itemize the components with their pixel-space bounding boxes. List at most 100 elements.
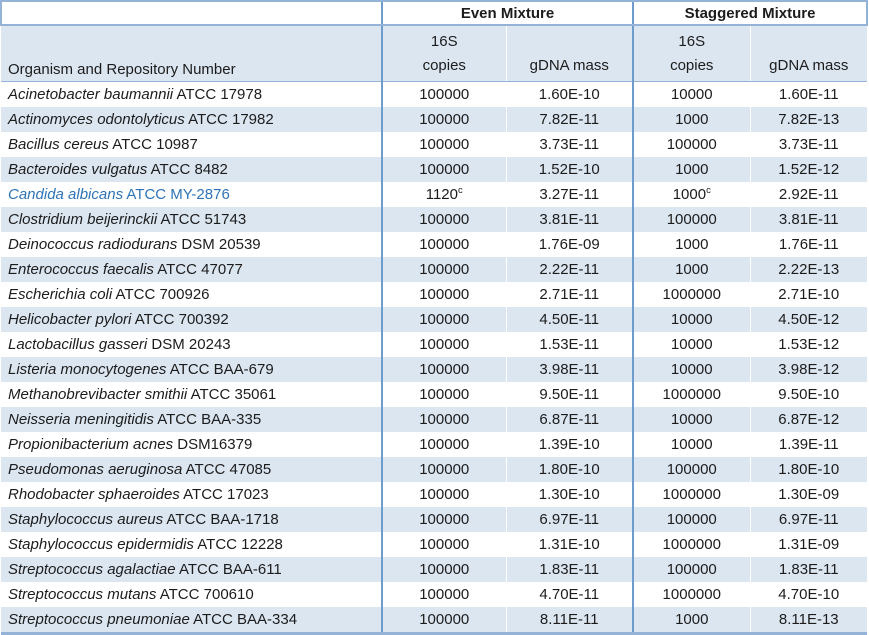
table-row: Methanobrevibacter smithii ATCC 35061 100…	[1, 382, 867, 407]
organism-name: Listeria monocytogenes	[8, 361, 167, 378]
even-copies-cell: 100000	[381, 132, 506, 157]
staggered-mass-cell: 6.97E-11	[749, 507, 867, 532]
even-copies-cell: 100000	[381, 507, 506, 532]
even-copies-cell: 100000	[381, 382, 506, 407]
table-row: Streptococcus agalactiae ATCC BAA-611 100…	[1, 557, 867, 582]
organism-cell: Methanobrevibacter smithii ATCC 35061	[8, 386, 277, 403]
table-row: Lactobacillus gasseri DSM 20243 100000 1.5…	[1, 332, 867, 357]
even-copies-cell: 100000	[381, 457, 506, 482]
even-mass-cell: 2.71E-11	[505, 282, 633, 307]
table-row: Staphylococcus aureus ATCC BAA-1718 10000…	[1, 507, 867, 532]
even-mass-cell: 1.31E-10	[505, 532, 633, 557]
table-row: Propionibacterium acnes DSM16379 100000 1.…	[1, 432, 867, 457]
even-copies-cell: 100000	[381, 482, 506, 507]
organism-cell: Bacteroides vulgatus ATCC 8482	[1, 157, 382, 182]
staggered-mass-cell: 7.82E-13	[749, 107, 867, 132]
organism-cell: Streptococcus pneumoniae ATCC BAA-334	[1, 607, 382, 635]
even-copies-cell: 100000	[381, 307, 506, 332]
footnote-marker: c	[706, 185, 711, 196]
table-row: Rhodobacter sphaeroides ATCC 17023 100000…	[1, 482, 867, 507]
organism-cell: Neisseria meningitidis ATCC BAA-335	[1, 407, 382, 432]
even-copies-cell: 100000	[381, 282, 506, 307]
organism-name: Methanobrevibacter smithii	[8, 386, 188, 403]
staggered-copies-cell: 10000	[632, 81, 750, 107]
copies-header-line1: 16S	[678, 33, 706, 50]
staggered-copies-cell: 100000	[632, 457, 750, 482]
organism-cell: Bacillus cereus ATCC 10987	[8, 136, 198, 153]
even-copies-cell: 100000	[381, 207, 506, 232]
organism-cell: Deinococcus radiodurans DSM 20539	[8, 236, 261, 253]
organism-cell: Escherichia coli ATCC 700926	[8, 286, 210, 303]
staggered-copies-cell: 1000	[632, 232, 750, 257]
even-mass-cell: 1.30E-10	[505, 482, 633, 507]
organism-name: Streptococcus agalactiae	[8, 561, 176, 578]
even-mass-cell: 3.81E-11	[505, 207, 633, 232]
even-16s-copies-header: 16S copies	[381, 25, 506, 82]
even-mass-cell: 1.80E-10	[505, 457, 633, 482]
even-mass-cell: 1.60E-10	[505, 81, 633, 107]
organism-cell: Streptococcus agalactiae ATCC BAA-611	[1, 557, 382, 582]
organism-name: Deinococcus radiodurans	[8, 236, 178, 253]
even-mass-cell: 9.50E-11	[505, 382, 633, 407]
staggered-copies-cell: 10000	[632, 407, 750, 432]
even-mass-cell: 4.50E-11	[505, 307, 633, 332]
even-mass-cell: 6.87E-11	[505, 407, 633, 432]
even-mass-cell: 6.97E-11	[505, 507, 633, 532]
staggered-mass-cell: 2.71E-10	[749, 282, 867, 307]
table-row: Neisseria meningitidis ATCC BAA-335 10000…	[1, 407, 867, 432]
even-copies-cell: 100000	[381, 157, 506, 182]
table-row: Streptococcus pneumoniae ATCC BAA-334 100…	[1, 607, 867, 635]
staggered-copies-cell: 10000	[632, 332, 750, 357]
staggered-copies-cell: 1000000	[632, 532, 750, 557]
staggered-mass-cell: 4.50E-12	[749, 307, 867, 332]
even-copies-cell: 100000	[381, 332, 506, 357]
organism-cell: Candida albicans ATCC MY-2876	[8, 186, 230, 203]
organism-cell: Lactobacillus gasseri DSM 20243	[8, 336, 231, 353]
organism-cell: Pseudomonas aeruginosa ATCC 47085	[1, 457, 382, 482]
even-copies-cell: 100000	[381, 532, 506, 557]
staggered-mass-cell: 3.81E-11	[749, 207, 867, 232]
staggered-mass-cell: 1.30E-09	[749, 482, 867, 507]
organism-name: Bacillus cereus	[8, 136, 109, 153]
staggered-copies-cell: 1000000	[632, 482, 750, 507]
table-row: Bacteroides vulgatus ATCC 8482 100000 1.52…	[1, 157, 867, 182]
staggered-copies-cell: 1000	[632, 257, 750, 282]
staggered-mass-cell: 3.98E-12	[749, 357, 867, 382]
even-copies-cell: 100000	[381, 557, 506, 582]
even-copies-cell: 100000	[381, 357, 506, 382]
staggered-mass-cell: 1.39E-11	[749, 432, 867, 457]
organism-name: Rhodobacter sphaeroides	[8, 486, 180, 503]
staggered-mass-cell: 8.11E-13	[749, 607, 867, 635]
organism-cell: Staphylococcus aureus ATCC BAA-1718	[1, 507, 382, 532]
table-row: Clostridium beijerinckii ATCC 51743 10000…	[1, 207, 867, 232]
column-header-row: Organism and Repository Number 16S copie…	[1, 25, 867, 82]
copies-header-line2: copies	[422, 57, 466, 74]
staggered-copies-cell: 100000	[632, 207, 750, 232]
organism-name: Clostridium beijerinckii	[8, 211, 158, 228]
even-copies-cell: 100000	[381, 232, 506, 257]
even-copies-cell: 100000	[381, 432, 506, 457]
organism-cell: Streptococcus mutans ATCC 700610	[8, 586, 254, 603]
staggered-copies-cell: 1000	[632, 607, 750, 635]
staggered-copies-cell: 1000000	[632, 382, 750, 407]
organism-name: Candida albicans	[8, 186, 124, 203]
organism-header-spacer	[0, 0, 382, 26]
staggered-mass-cell: 1.60E-11	[749, 81, 867, 107]
even-mass-cell: 4.70E-11	[505, 582, 633, 607]
organism-name: Streptococcus pneumoniae	[8, 611, 190, 628]
table-row: Bacillus cereus ATCC 10987 100000 3.73E-11…	[1, 132, 867, 157]
organism-cell: Rhodobacter sphaeroides ATCC 17023	[8, 486, 269, 503]
even-mass-cell: 1.52E-10	[505, 157, 633, 182]
organism-cell: Clostridium beijerinckii ATCC 51743	[1, 207, 382, 232]
even-mass-cell: 8.11E-11	[505, 607, 633, 635]
staggered-mass-cell: 1.80E-10	[749, 457, 867, 482]
staggered-mixture-group-header: Staggered Mixture	[632, 0, 868, 26]
staggered-copies-cell: 100000	[632, 557, 750, 582]
table-row: Streptococcus mutans ATCC 700610 100000 4.…	[1, 582, 867, 607]
even-mass-cell: 1.83E-11	[505, 557, 633, 582]
staggered-mass-cell: 2.22E-13	[749, 257, 867, 282]
table-row: Acinetobacter baumannii ATCC 17978 100000…	[1, 81, 867, 107]
staggered-gdna-mass-header: gDNA mass	[749, 25, 867, 82]
organism-name: Enterococcus faecalis	[8, 261, 154, 278]
